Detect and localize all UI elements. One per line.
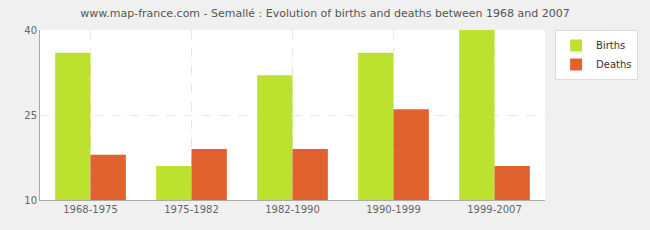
- svg-text:10: 10: [24, 195, 37, 206]
- svg-text:1982-1990: 1982-1990: [265, 204, 320, 215]
- svg-text:1999-2007: 1999-2007: [467, 204, 522, 215]
- svg-text:1990-1999: 1990-1999: [366, 204, 421, 215]
- svg-text:Births: Births: [596, 40, 625, 51]
- svg-text:Deaths: Deaths: [596, 59, 631, 70]
- svg-text:1968-1975: 1968-1975: [63, 204, 118, 215]
- svg-text:40: 40: [24, 25, 37, 36]
- svg-text:25: 25: [24, 110, 37, 121]
- svg-text:1975-1982: 1975-1982: [164, 204, 219, 215]
- svg-text:www.map-france.com - Semallé :: www.map-france.com - Semallé : Evolution…: [80, 7, 569, 20]
